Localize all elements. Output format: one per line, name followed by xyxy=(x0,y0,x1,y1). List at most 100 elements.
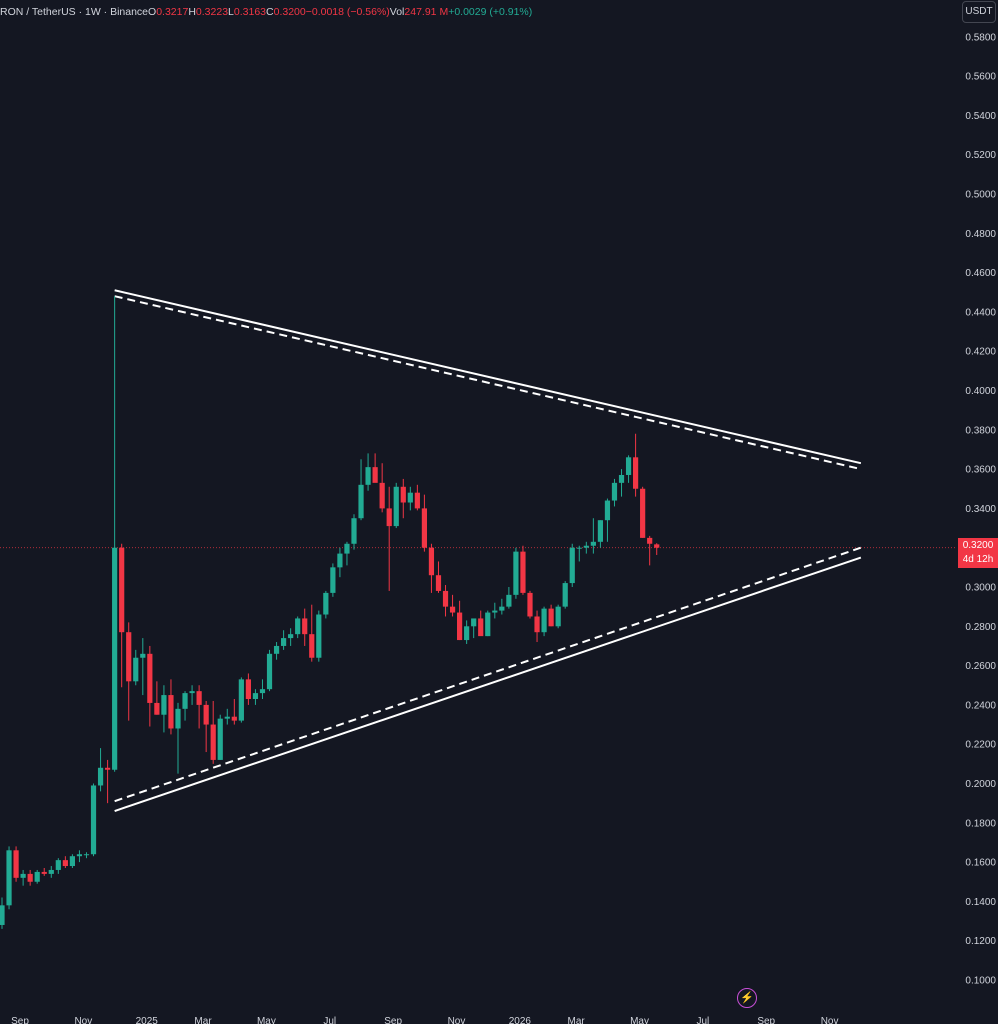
candle-body xyxy=(168,695,174,729)
candle xyxy=(245,673,251,705)
bolt-icon[interactable]: ⚡ xyxy=(737,988,757,1008)
candle-body xyxy=(597,520,603,542)
currency-selector[interactable]: USDT xyxy=(962,1,996,23)
candle xyxy=(442,585,449,617)
candle xyxy=(372,453,378,483)
candle xyxy=(358,459,364,521)
candle xyxy=(126,622,132,721)
trendline-solid-2 xyxy=(114,556,862,812)
candle-body xyxy=(590,541,596,546)
candle xyxy=(13,846,19,882)
candle-body xyxy=(654,544,660,548)
candle xyxy=(281,630,287,650)
candle-body xyxy=(464,626,470,641)
candle xyxy=(112,296,118,772)
candle-body xyxy=(611,482,618,501)
candle-body xyxy=(471,618,477,627)
open-label: O xyxy=(148,6,157,18)
candle-body xyxy=(379,482,385,509)
candle xyxy=(259,679,266,700)
candle xyxy=(379,463,385,513)
candle xyxy=(640,486,646,538)
y-tick-label: 0.2600 xyxy=(965,661,996,672)
y-tick-label: 0.4600 xyxy=(965,268,996,279)
x-tick-label: Sep xyxy=(384,1016,402,1024)
candle xyxy=(555,604,561,629)
candle-body xyxy=(6,850,12,906)
candle-body xyxy=(224,716,230,719)
candle-body xyxy=(534,616,540,633)
y-axis: 0.1000 0.1200 0.1400 0.1600 0.1800 0.2000 0.22… xyxy=(965,32,996,986)
candle xyxy=(119,543,125,688)
high-label: H xyxy=(188,6,196,18)
candle-body xyxy=(485,612,491,637)
trendline-solid-0 xyxy=(114,289,862,465)
candle xyxy=(238,677,244,723)
candle-body xyxy=(506,594,512,607)
candle-body xyxy=(126,632,132,682)
candle-body xyxy=(147,653,153,703)
symbol-label[interactable]: RON / TetherUS · 1W · Binance xyxy=(0,6,149,18)
x-tick-label: Jul xyxy=(696,1016,709,1024)
candle xyxy=(217,714,223,760)
y-tick-label: 0.1600 xyxy=(965,858,996,869)
y-tick-label: 0.2000 xyxy=(965,779,996,790)
candle-body xyxy=(640,488,646,538)
candle-body xyxy=(569,547,575,584)
y-tick-label: 0.4400 xyxy=(965,307,996,318)
candle xyxy=(90,783,97,857)
close-label: C xyxy=(266,6,274,18)
candle-body xyxy=(41,871,47,874)
x-tick-label: Sep xyxy=(757,1016,775,1024)
candle-body xyxy=(154,702,160,715)
candle-body xyxy=(548,608,554,627)
candle xyxy=(464,620,470,644)
candle-body xyxy=(295,618,301,635)
candle-body xyxy=(499,606,505,611)
candle xyxy=(386,486,392,591)
candle xyxy=(633,433,639,497)
candle-body xyxy=(555,606,561,627)
candle-body xyxy=(520,551,526,593)
candle-body xyxy=(393,486,399,527)
candle xyxy=(407,486,413,511)
candle-body xyxy=(625,457,632,475)
candle-body xyxy=(0,905,5,925)
y-tick-label: 0.2400 xyxy=(965,700,996,711)
volume-change: +0.0029 (+0.91%) xyxy=(448,6,533,18)
candle xyxy=(189,685,195,705)
candle xyxy=(506,587,512,609)
candle-body xyxy=(633,457,639,489)
trendline-dashed-3 xyxy=(114,546,862,803)
candle xyxy=(499,598,505,615)
candle xyxy=(611,478,618,507)
candle-body xyxy=(161,695,167,715)
x-axis: Sep Nov 2025 Mar May Jul Sep Nov 2026 Mar May Jul Se… xyxy=(11,1016,838,1024)
candle-body xyxy=(351,518,357,544)
candle xyxy=(295,616,301,639)
candle xyxy=(27,869,33,886)
candle-body xyxy=(252,693,259,700)
candle xyxy=(647,535,653,566)
candle-body xyxy=(48,869,54,874)
candle-body xyxy=(97,767,104,786)
high-value: 0.3223 xyxy=(195,6,229,18)
y-tick-label: 0.5400 xyxy=(965,111,996,122)
candle xyxy=(590,518,596,554)
candle-body xyxy=(302,618,308,635)
candle xyxy=(513,547,519,599)
candle-body xyxy=(105,767,111,770)
candle xyxy=(428,543,435,593)
candle xyxy=(147,645,153,727)
candle-body xyxy=(90,785,97,855)
candle xyxy=(478,610,484,637)
candle-body xyxy=(442,590,449,607)
x-tick-label: Sep xyxy=(11,1016,29,1024)
candle-body xyxy=(358,484,364,519)
trendline-dashed-1 xyxy=(114,295,862,471)
candle xyxy=(168,679,174,735)
candle-body xyxy=(112,547,118,770)
candle-body xyxy=(217,718,223,760)
candle xyxy=(393,482,399,529)
